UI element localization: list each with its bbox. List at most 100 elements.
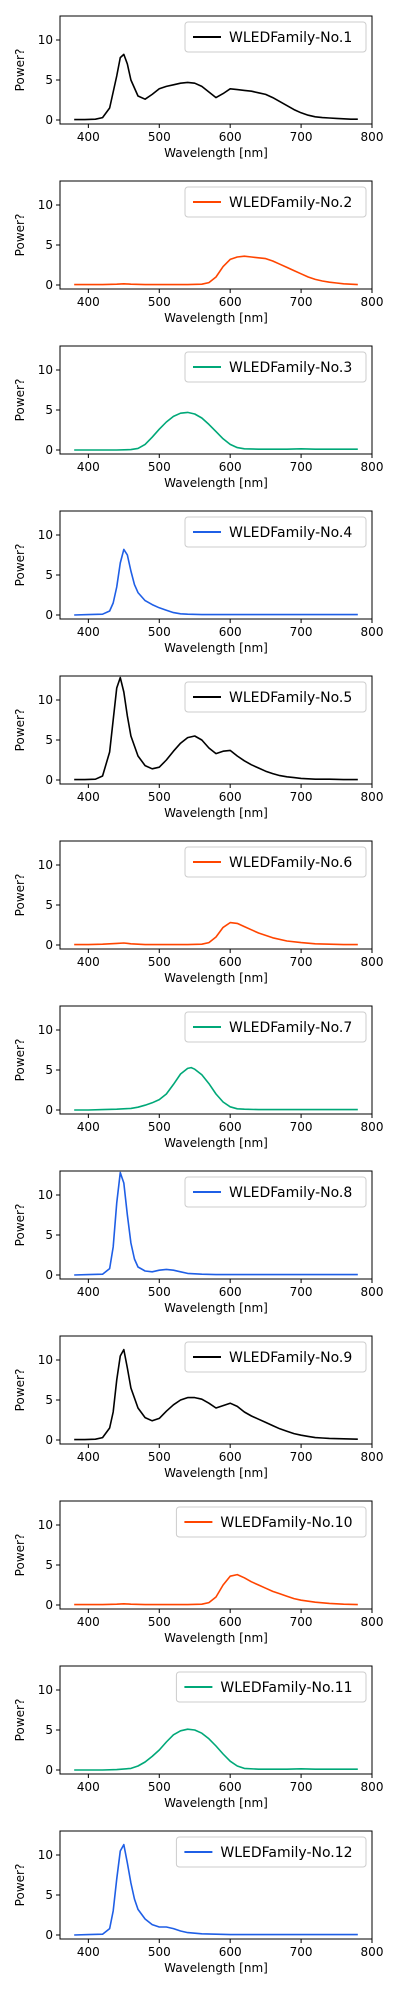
subplot-11: 400 500 600 700 800 0 5 10 Wavelength [nm] Power?…: [13, 1665, 383, 1810]
x-tick-label: 400: [77, 1450, 100, 1464]
x-tick-label: 500: [148, 625, 171, 639]
legend-label: WLEDFamily-No.12: [220, 1845, 352, 1861]
subplot-12: 400 500 600 700 800 0 5 10 Wavelength [nm] Power?…: [13, 1830, 383, 1975]
legend-label: WLEDFamily-No.9: [229, 1350, 352, 1366]
y-axis-label: Power?: [13, 1534, 27, 1577]
x-tick-label: 500: [148, 1285, 171, 1299]
y-axis-label: Power?: [13, 49, 27, 92]
x-tick-label: 700: [290, 460, 313, 474]
axes-frame: [59, 675, 373, 785]
x-tick-label: 500: [148, 130, 171, 144]
x-tick-label: 800: [361, 130, 384, 144]
x-tick-label: 800: [361, 460, 384, 474]
series-line-7-1: [74, 1066, 358, 1111]
x-tick-label: 500: [148, 790, 171, 804]
y-tick-label: 0: [45, 773, 53, 787]
y-tick-label: 0: [45, 113, 53, 127]
axes-frame: [59, 510, 373, 620]
x-tick-label: 500: [148, 1450, 171, 1464]
subplot-9: 400 500 600 700 800 0 5 10 Wavelength [nm] Power?…: [13, 1335, 384, 1480]
x-axis-label: Wavelength [nm]: [164, 641, 268, 655]
x-tick-label: 800: [361, 790, 384, 804]
axes-frame: [59, 345, 373, 455]
axes-frame: [59, 840, 373, 950]
legend-box: [175, 1506, 367, 1538]
y-tick-label: 10: [38, 528, 53, 542]
legend-box: [184, 351, 367, 383]
x-tick-label: 700: [290, 1945, 313, 1959]
legend-label: WLEDFamily-No.2: [229, 195, 352, 211]
y-tick-label: 5: [45, 73, 53, 87]
x-tick-label: 600: [219, 1120, 242, 1134]
x-tick-label: 400: [77, 1285, 100, 1299]
series-line-11-1: [74, 1728, 358, 1771]
series-line-3-1: [74, 411, 358, 451]
x-tick-label: 400: [77, 1615, 100, 1629]
x-axis-label: Wavelength [nm]: [164, 1961, 268, 1975]
x-tick-label: 800: [361, 1285, 384, 1299]
legend-box: [184, 681, 367, 713]
y-tick-label: 5: [45, 1888, 53, 1902]
legend-box: [184, 21, 367, 53]
subplot-10: 400 500 600 700 800 0 5 10 Wavelength [nm] Power?…: [13, 1500, 384, 1645]
axes-frame: [59, 1500, 373, 1610]
y-tick-label: 5: [45, 1063, 53, 1077]
legend-box: [184, 1011, 367, 1043]
y-axis-label: Power?: [13, 544, 27, 587]
y-tick-label: 5: [45, 1558, 53, 1572]
subplot-6: 400 500 600 700 800 0 5 10 Wavelength [nm] Power?…: [13, 840, 384, 985]
x-tick-label: 400: [77, 625, 100, 639]
y-tick-label: 10: [38, 33, 53, 47]
x-tick-label: 800: [361, 1615, 384, 1629]
subplot-2: 400 500 600 700 800 0 5 10 Wavelength [nm] Power?…: [13, 180, 383, 325]
x-tick-label: 800: [361, 625, 384, 639]
y-axis-label: Power?: [13, 1864, 27, 1907]
series-line-5-1: [74, 676, 358, 781]
x-tick-label: 400: [77, 460, 100, 474]
x-tick-label: 500: [148, 1615, 171, 1629]
subplot-1: 400 500 600 700 800 0 5 10 Wavelength [nm] Power?…: [13, 15, 384, 160]
y-tick-label: 0: [45, 1103, 53, 1117]
x-tick-label: 600: [219, 130, 242, 144]
subplot-8: 400 500 600 700 800 0 5 10 Wavelength [nm] Power?…: [13, 1170, 384, 1315]
subplot-5: 400 500 600 700 800 0 5 10 Wavelength [nm] Power?…: [13, 675, 384, 820]
x-tick-label: 600: [219, 625, 242, 639]
x-tick-label: 400: [77, 1120, 100, 1134]
x-tick-label: 400: [77, 295, 100, 309]
y-axis-label: Power?: [13, 1369, 27, 1412]
x-tick-label: 700: [290, 1615, 313, 1629]
y-axis-label: Power?: [13, 379, 27, 422]
legend-box: [175, 1836, 367, 1868]
series-line-12-1: [74, 1843, 358, 1936]
x-tick-label: 500: [148, 1780, 171, 1794]
subplot-7: 400 500 600 700 800 0 5 10 Wavelength [nm] Power?…: [13, 1005, 383, 1150]
legend-label: WLEDFamily-No.3: [229, 360, 352, 376]
y-axis-label: Power?: [13, 1204, 27, 1247]
y-tick-label: 5: [45, 898, 53, 912]
y-axis-label: Power?: [13, 709, 27, 752]
legend-label: WLEDFamily-No.5: [229, 690, 352, 706]
y-tick-label: 10: [38, 858, 53, 872]
x-tick-label: 700: [290, 130, 313, 144]
x-tick-label: 600: [219, 460, 242, 474]
x-axis-label: Wavelength [nm]: [164, 971, 268, 985]
series-line-9-1: [74, 1348, 358, 1441]
y-tick-label: 0: [45, 608, 53, 622]
x-tick-label: 700: [290, 955, 313, 969]
y-tick-label: 0: [45, 278, 53, 292]
y-tick-label: 0: [45, 1928, 53, 1942]
x-tick-label: 500: [148, 955, 171, 969]
y-tick-label: 0: [45, 443, 53, 457]
legend-label: WLEDFamily-No.11: [220, 1680, 352, 1696]
x-tick-label: 700: [290, 1450, 313, 1464]
x-tick-label: 600: [219, 1450, 242, 1464]
y-tick-label: 0: [45, 1433, 53, 1447]
x-tick-label: 800: [361, 1450, 384, 1464]
x-axis-label: Wavelength [nm]: [164, 1796, 268, 1810]
x-tick-label: 600: [219, 955, 242, 969]
x-tick-label: 400: [77, 955, 100, 969]
x-tick-label: 400: [77, 130, 100, 144]
x-tick-label: 700: [290, 625, 313, 639]
x-tick-label: 800: [361, 955, 384, 969]
